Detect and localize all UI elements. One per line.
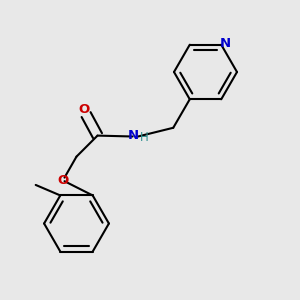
Text: O: O <box>78 103 89 116</box>
Text: H: H <box>140 131 149 144</box>
Text: N: N <box>128 129 139 142</box>
Text: N: N <box>220 37 231 50</box>
Text: O: O <box>57 174 69 187</box>
